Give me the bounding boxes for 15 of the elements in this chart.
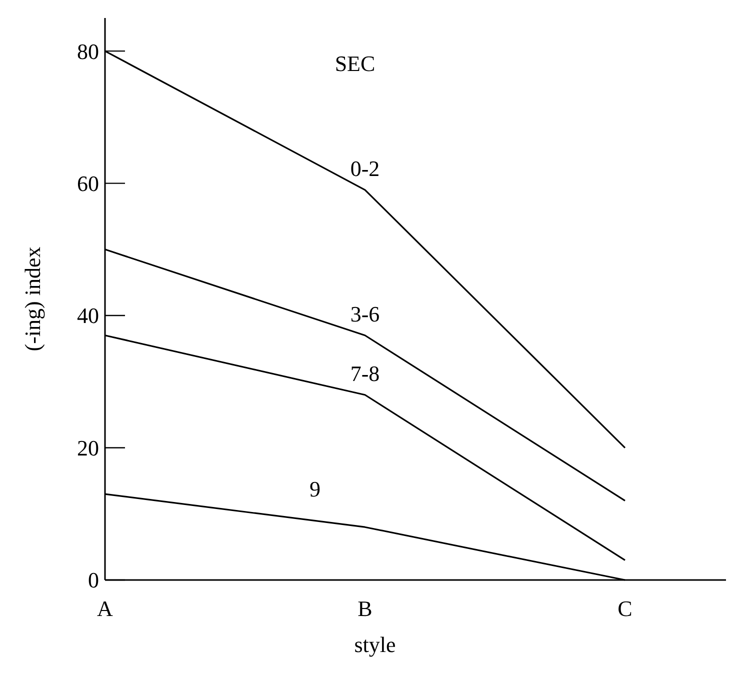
x-axis-title: style <box>354 632 396 657</box>
y-tick-label: 20 <box>77 435 99 460</box>
x-tick-label: C <box>618 596 632 621</box>
y-axis-title: (-ing) index <box>20 246 45 352</box>
x-tick-label: A <box>97 596 114 621</box>
y-tick-label: 80 <box>77 38 99 64</box>
series-label: 3-6 <box>350 301 380 326</box>
series-label: 9 <box>310 476 320 502</box>
series-label: 7-8 <box>350 360 380 386</box>
series-label: 0-2 <box>350 156 380 181</box>
y-tick-label: 40 <box>77 303 99 328</box>
y-tick-label: 60 <box>77 170 99 196</box>
x-tick-label: B <box>358 596 372 621</box>
legend-title: SEC <box>334 51 376 76</box>
y-tick-label: 0 <box>88 568 99 593</box>
